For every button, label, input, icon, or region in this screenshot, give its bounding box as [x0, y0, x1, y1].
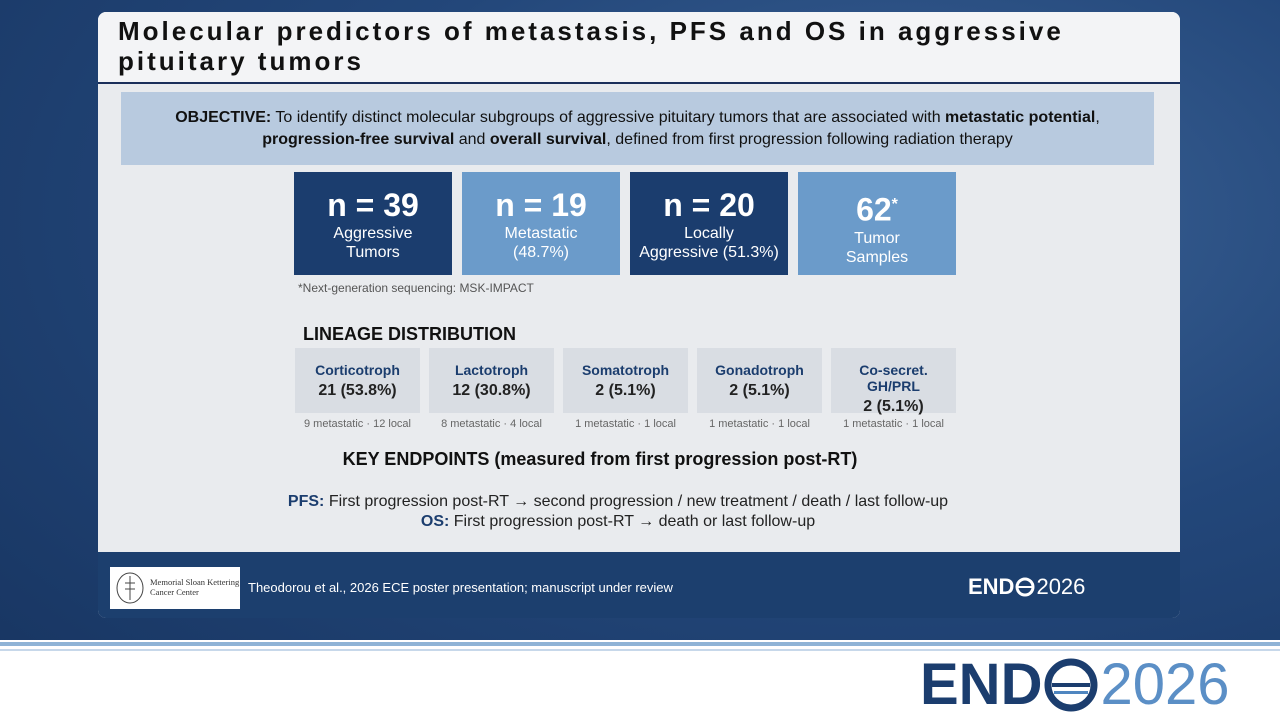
lineage-name: Co-secret. GH/PRL — [859, 362, 928, 394]
lineage-value: 21 (53.8%) — [318, 382, 397, 399]
stat-value: 62* — [798, 186, 956, 229]
stat-label: Aggressive — [333, 225, 413, 242]
logo-line: Cancer Center — [150, 587, 199, 597]
lineage-name: Lactotroph — [454, 362, 529, 378]
stat-box: n = 20 Locally Aggressive (51.3%) — [630, 172, 788, 275]
stat-label: Tumors — [346, 244, 400, 261]
stat-number: n = 39 — [327, 187, 419, 223]
lineage-card: Corticotroph 21 (53.8%) — [295, 348, 420, 413]
objective-box: OBJECTIVE: To identify distinct molecula… — [121, 92, 1154, 165]
institution-logo: Memorial Sloan Kettering Cancer Center — [110, 567, 240, 609]
footer-band: Memorial Sloan Kettering Cancer Center Th… — [98, 552, 1180, 618]
brand-left: END — [920, 652, 1043, 717]
objective-segment: metastatic potential — [945, 108, 1096, 126]
objective-segment: progression-free survival — [262, 130, 455, 148]
stat-value: n = 20 — [630, 186, 788, 224]
stat-number: n = 20 — [663, 187, 755, 223]
stat-value: n = 19 — [462, 186, 620, 224]
stat-label: Samples — [845, 248, 909, 266]
rule — [0, 649, 1280, 651]
endpoint-label: PFS: — [287, 493, 325, 510]
stat-value: n = 39 — [294, 186, 452, 224]
stat-label: Aggressive (51.3%) — [639, 244, 779, 261]
stat-mark: * — [891, 196, 898, 213]
stat-label: Tumor — [854, 229, 900, 247]
section-title: LINEAGE DISTRIBUTION — [303, 324, 517, 344]
bottom-strip: END 2026 — [0, 640, 1280, 720]
title-bar: Molecular predictors of metastasis, PFS … — [98, 12, 1180, 84]
citation: Theodorou et al., 2026 ECE poster presen… — [248, 580, 673, 595]
lineage-card: Gonadotroph 2 (5.1%) — [697, 348, 822, 413]
lineage-name: Somatotroph — [581, 362, 670, 378]
footnote: *Next-generation sequencing: MSK-IMPACT — [298, 281, 534, 295]
stat-number: n = 19 — [495, 187, 587, 223]
slide-panel: Molecular predictors of metastasis, PFS … — [98, 12, 1180, 618]
stat-box: n = 19 Metastatic (48.7%) — [462, 172, 620, 275]
endpoint-text: First progression post-RT → second progr… — [324, 493, 949, 510]
objective-segment: OBJECTIVE: — [175, 108, 272, 126]
objective-segment: and — [454, 130, 490, 148]
endpoint-text: First progression post-RT → death or las… — [449, 513, 816, 530]
logo-line: Memorial Sloan Kettering — [150, 577, 240, 587]
stat-box: 62* Tumor Samples — [798, 172, 956, 275]
stat-label: (48.7%) — [512, 244, 570, 261]
section-title: KEY ENDPOINTS (measured from first progr… — [342, 449, 858, 469]
lineage-card: Co-secret. GH/PRL 2 (5.1%) — [831, 348, 956, 415]
stat-label: Locally — [684, 225, 734, 242]
lineage-name: Gonadotroph — [715, 362, 804, 378]
lineage-card: Somatotroph 2 (5.1%) — [563, 348, 688, 413]
lineage-detail: 8 metastatic · 4 local — [441, 418, 542, 430]
brand-small: END 2026 — [968, 574, 1085, 600]
objective-segment: , — [1095, 108, 1100, 126]
lineage-detail: 1 metastatic · 1 local — [843, 418, 944, 430]
logo-text: Memorial Sloan Kettering Cancer Center — [150, 577, 239, 597]
stat-number: 62 — [856, 191, 892, 228]
objective-segment: , defined from first progression followi… — [606, 130, 1013, 148]
brand-right: 2026 — [1036, 574, 1086, 599]
objective-segment: To identify distinct molecular subgroups… — [271, 108, 946, 126]
lineage-value: 2 (5.1%) — [729, 382, 790, 399]
stat-box: n = 39 Aggressive Tumors — [294, 172, 452, 275]
lineage-value: 2 (5.1%) — [595, 382, 656, 399]
endpoint: PFS: First progression post-RT → second … — [98, 493, 1138, 511]
logo-emblem — [116, 572, 144, 604]
lineage-name: Corticotroph — [315, 362, 400, 378]
lineage-card: Lactotroph 12 (30.8%) — [429, 348, 554, 413]
endpoint-label: OS: — [420, 513, 450, 530]
lineage-detail: 1 metastatic · 1 local — [709, 418, 810, 430]
endpoint: OS: First progression post-RT → death or… — [98, 513, 1138, 531]
objective-segment: overall survival — [489, 130, 607, 148]
lineage-detail: 9 metastatic · 12 local — [304, 418, 411, 430]
brand-o — [1015, 577, 1035, 597]
lineage-value: 2 (5.1%) — [863, 398, 924, 415]
lineage-detail: 1 metastatic · 1 local — [575, 418, 676, 430]
brand-right: 2026 — [1100, 652, 1230, 717]
slide-title: Molecular predictors of metastasis, PFS … — [118, 16, 1064, 76]
brand-left: END — [968, 574, 1015, 599]
brand-o — [1044, 658, 1098, 712]
brand-large: END 2026 — [920, 652, 1230, 718]
rule — [0, 642, 1280, 646]
stat-label: Metastatic — [504, 225, 578, 242]
lineage-value: 12 (30.8%) — [452, 382, 531, 399]
objective-text: OBJECTIVE: To identify distinct molecula… — [161, 107, 1114, 151]
